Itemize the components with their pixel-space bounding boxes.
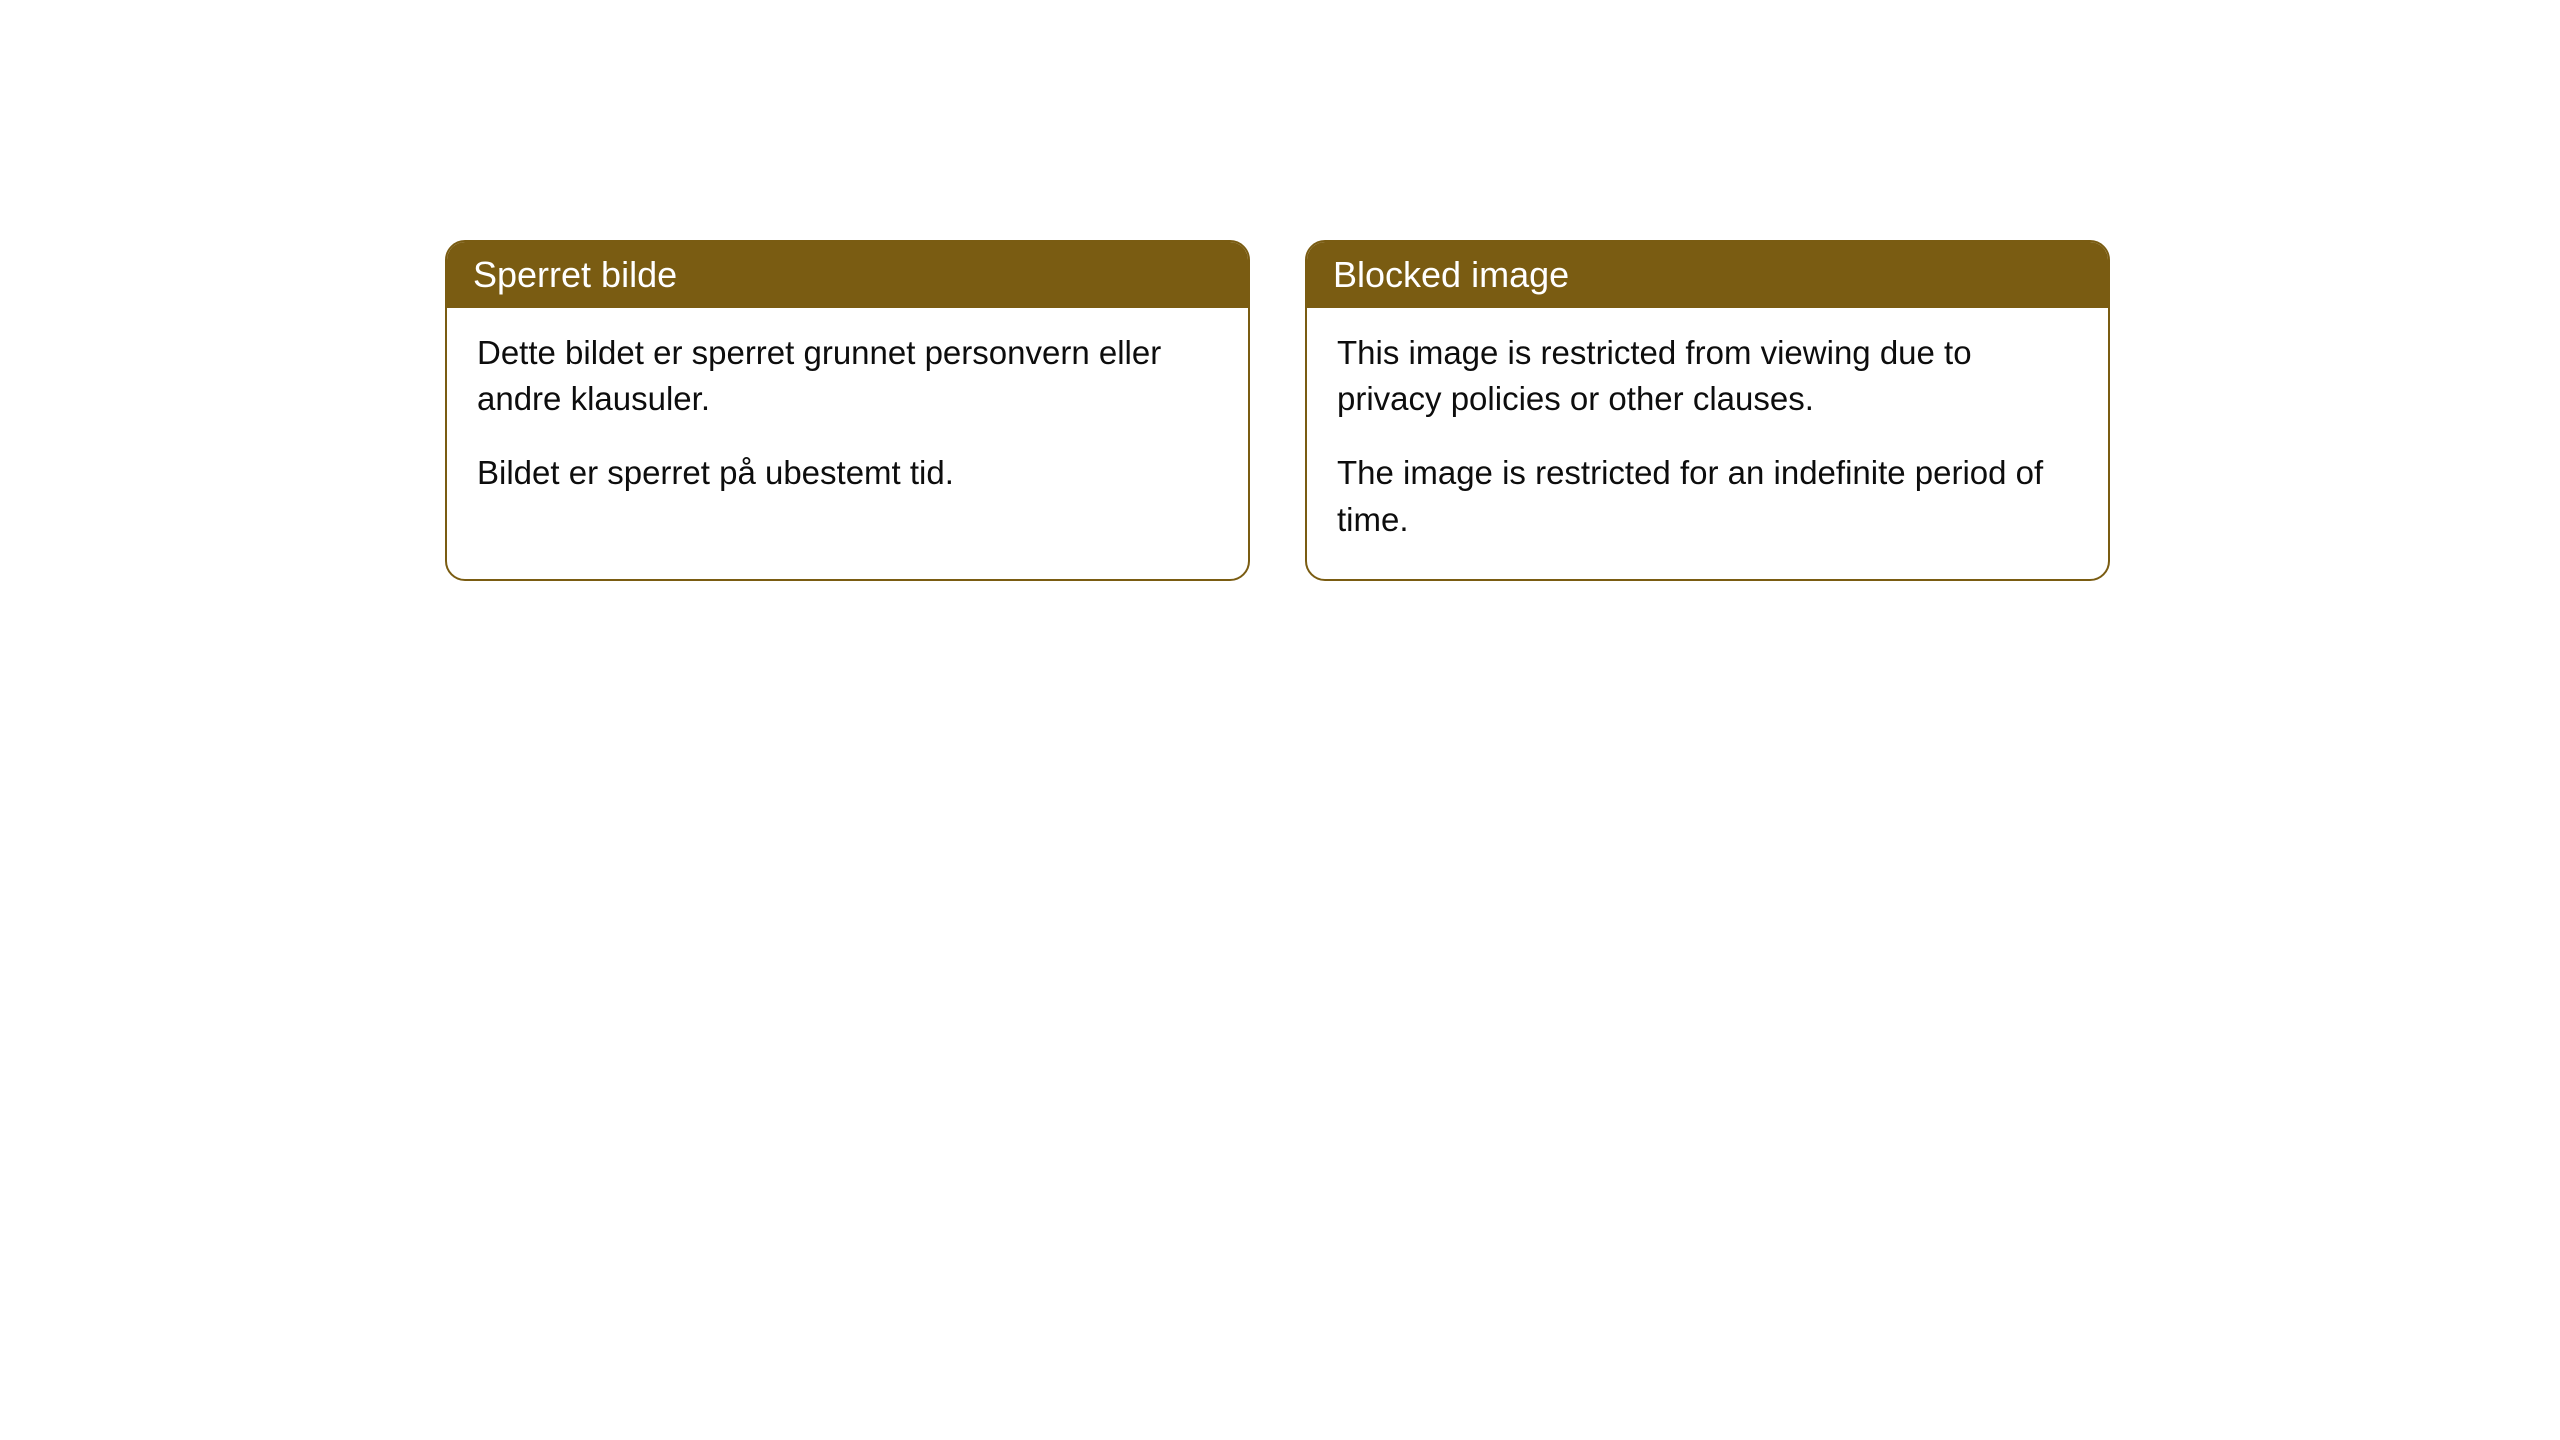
notice-card-norwegian: Sperret bilde Dette bildet er sperret gr… (445, 240, 1250, 581)
card-body: This image is restricted from viewing du… (1307, 308, 2108, 579)
card-body: Dette bildet er sperret grunnet personve… (447, 308, 1248, 533)
card-paragraph: Bildet er sperret på ubestemt tid. (477, 450, 1218, 496)
notice-card-english: Blocked image This image is restricted f… (1305, 240, 2110, 581)
card-paragraph: The image is restricted for an indefinit… (1337, 450, 2078, 542)
card-paragraph: This image is restricted from viewing du… (1337, 330, 2078, 422)
card-title: Blocked image (1333, 254, 1569, 295)
card-paragraph: Dette bildet er sperret grunnet personve… (477, 330, 1218, 422)
card-header: Blocked image (1307, 242, 2108, 308)
notice-container: Sperret bilde Dette bildet er sperret gr… (0, 0, 2560, 581)
card-title: Sperret bilde (473, 254, 677, 295)
card-header: Sperret bilde (447, 242, 1248, 308)
